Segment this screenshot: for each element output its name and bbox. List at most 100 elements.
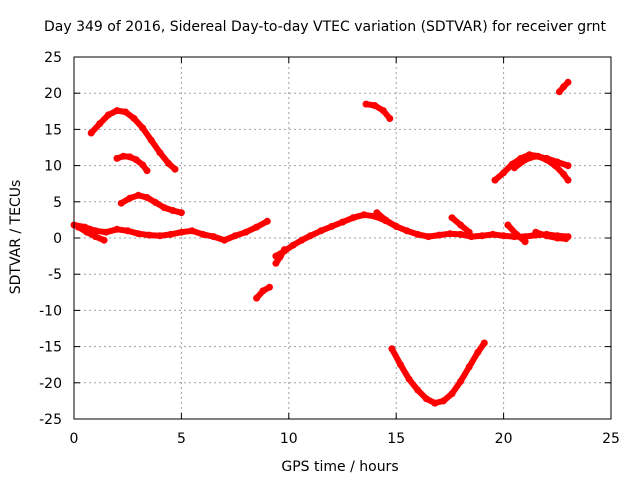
- series-arc-2: [113, 152, 151, 175]
- data-point: [167, 230, 175, 238]
- data-point: [122, 108, 130, 116]
- data-point: [446, 230, 454, 238]
- data-point: [448, 390, 456, 398]
- data-point: [145, 231, 153, 239]
- data-point: [263, 217, 271, 225]
- series-band-4: [272, 246, 288, 267]
- data-point: [92, 233, 99, 241]
- data-point: [448, 214, 456, 222]
- data-point: [491, 176, 499, 184]
- series-band-7: [504, 221, 529, 246]
- data-point: [298, 236, 306, 244]
- y-tick-label: -5: [48, 267, 62, 283]
- data-point: [259, 287, 267, 295]
- data-point: [478, 232, 486, 240]
- data-point: [382, 216, 389, 224]
- series-arc-4: [253, 283, 273, 302]
- data-point: [210, 233, 218, 241]
- y-tick-label: 5: [53, 195, 62, 211]
- data-point: [543, 154, 551, 162]
- data-point: [231, 232, 239, 240]
- x-tick-label: 0: [70, 431, 79, 447]
- data-point: [169, 207, 177, 214]
- x-tick-label: 25: [602, 431, 620, 447]
- data-point: [171, 165, 179, 173]
- x-tick-label: 5: [177, 431, 186, 447]
- x-axis-label: GPS time / hours: [281, 459, 398, 475]
- data-point: [139, 161, 147, 169]
- data-point: [489, 230, 497, 238]
- data-point: [362, 100, 370, 108]
- data-point: [276, 253, 284, 261]
- x-tick-label: 10: [280, 431, 298, 447]
- data-point: [289, 241, 297, 249]
- data-point: [139, 124, 147, 132]
- data-point: [405, 375, 413, 383]
- data-point: [177, 209, 185, 217]
- y-tick-label: 15: [44, 122, 62, 138]
- data-point: [386, 115, 394, 122]
- data-point: [373, 209, 381, 217]
- data-point: [521, 238, 529, 246]
- chart-title: Day 349 of 2016, Sidereal Day-to-day VTE…: [44, 19, 606, 35]
- data-point: [422, 395, 430, 403]
- data-point: [100, 236, 108, 244]
- data-point: [124, 227, 132, 235]
- y-tick-label: -10: [39, 303, 62, 319]
- y-tick-label: -15: [39, 340, 62, 356]
- data-point: [424, 233, 432, 241]
- y-tick-label: -25: [39, 412, 62, 428]
- data-point: [132, 156, 140, 164]
- series-band-6: [448, 214, 473, 236]
- series-arc-3: [117, 191, 185, 217]
- y-tick-label: -20: [39, 376, 62, 392]
- data-point: [360, 211, 368, 219]
- series-arc-8: [510, 152, 572, 172]
- data-point: [457, 221, 465, 229]
- series-arc-1: [87, 107, 179, 173]
- data-point: [562, 235, 570, 243]
- data-point: [253, 223, 261, 231]
- data-point: [87, 129, 95, 137]
- data-point: [83, 228, 91, 236]
- y-tick-label: 20: [44, 86, 62, 102]
- data-point: [564, 78, 572, 86]
- data-point: [440, 397, 447, 405]
- series-band-5: [373, 209, 400, 230]
- data-point: [143, 167, 151, 175]
- series-arc-9: [555, 78, 572, 96]
- data-point: [553, 234, 561, 242]
- data-point: [388, 345, 396, 353]
- data-point: [266, 283, 273, 291]
- series-arc-6: [388, 339, 488, 407]
- data-point: [543, 232, 551, 240]
- data-point: [242, 228, 250, 236]
- data-point: [504, 221, 512, 229]
- data-point: [414, 386, 422, 394]
- data-point: [220, 236, 228, 244]
- x-tick-label: 15: [387, 431, 405, 447]
- data-point: [555, 88, 563, 96]
- data-point: [465, 228, 473, 236]
- data-point: [328, 222, 336, 230]
- data-point: [431, 399, 439, 407]
- data-point: [521, 156, 529, 164]
- series-band-3: [272, 211, 572, 260]
- data-point: [104, 111, 112, 119]
- data-point: [500, 169, 508, 177]
- data-point: [403, 227, 411, 235]
- data-point: [465, 363, 473, 371]
- data-point: [480, 339, 488, 347]
- data-point: [564, 162, 572, 170]
- data-point: [188, 227, 196, 235]
- data-point: [306, 232, 314, 240]
- y-axis-label: SDTVAR / TECUs: [8, 180, 24, 295]
- data-point: [317, 227, 325, 235]
- data-point: [272, 259, 280, 267]
- data-point: [134, 191, 142, 199]
- data-point: [160, 204, 168, 212]
- series-arc-5: [362, 100, 394, 122]
- data-point: [435, 231, 443, 239]
- data-point: [119, 152, 127, 160]
